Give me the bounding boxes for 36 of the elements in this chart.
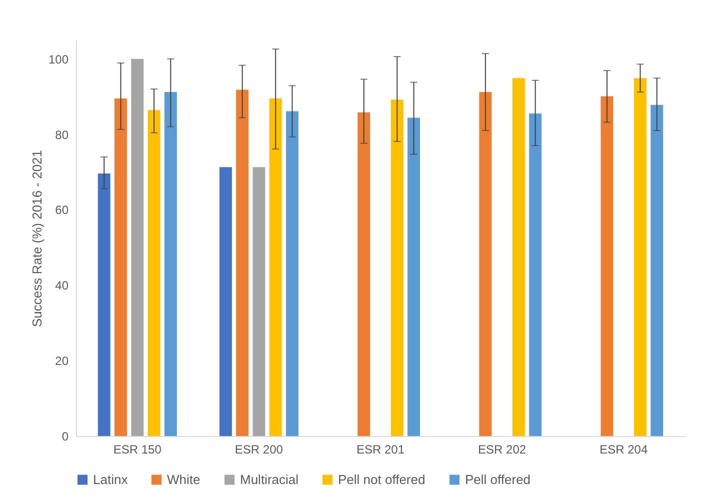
legend-label: Pell not offered bbox=[338, 472, 426, 487]
y-axis-title: Success Rate (%) 2016 - 2021 bbox=[29, 150, 44, 328]
bar bbox=[512, 78, 525, 436]
x-tick-label: ESR 204 bbox=[600, 442, 648, 456]
bar bbox=[390, 100, 404, 436]
bar bbox=[269, 98, 282, 436]
bar bbox=[529, 114, 542, 436]
x-tick-label: ESR 201 bbox=[356, 442, 405, 456]
x-tick-label: ESR 202 bbox=[478, 442, 526, 456]
y-tick-label: 0 bbox=[62, 430, 69, 444]
bar bbox=[236, 90, 249, 436]
bar bbox=[600, 96, 614, 436]
bar bbox=[131, 58, 144, 436]
bar bbox=[634, 78, 646, 436]
bar bbox=[114, 98, 127, 436]
x-tick-label: ESR 200 bbox=[234, 442, 284, 456]
y-tick-label: 100 bbox=[48, 52, 69, 66]
y-tick-label: 60 bbox=[55, 203, 69, 218]
bar bbox=[98, 174, 110, 436]
x-tick-label: ESR 150 bbox=[113, 442, 162, 456]
bar bbox=[164, 92, 177, 436]
legend-label: Latinx bbox=[93, 472, 128, 487]
bar bbox=[479, 92, 492, 436]
bar bbox=[252, 167, 266, 436]
legend-label: White bbox=[167, 472, 200, 487]
bar bbox=[286, 111, 298, 436]
y-tick-label: 40 bbox=[55, 278, 69, 293]
bar bbox=[408, 118, 420, 436]
bar bbox=[219, 167, 232, 436]
bar bbox=[650, 104, 664, 436]
legend-label: Multiracial bbox=[240, 472, 299, 487]
bar bbox=[358, 112, 370, 436]
legend-label: Pell offered bbox=[465, 472, 531, 487]
y-tick-label: 20 bbox=[55, 354, 69, 368]
y-tick-label: 80 bbox=[55, 128, 69, 142]
bar bbox=[148, 110, 160, 436]
